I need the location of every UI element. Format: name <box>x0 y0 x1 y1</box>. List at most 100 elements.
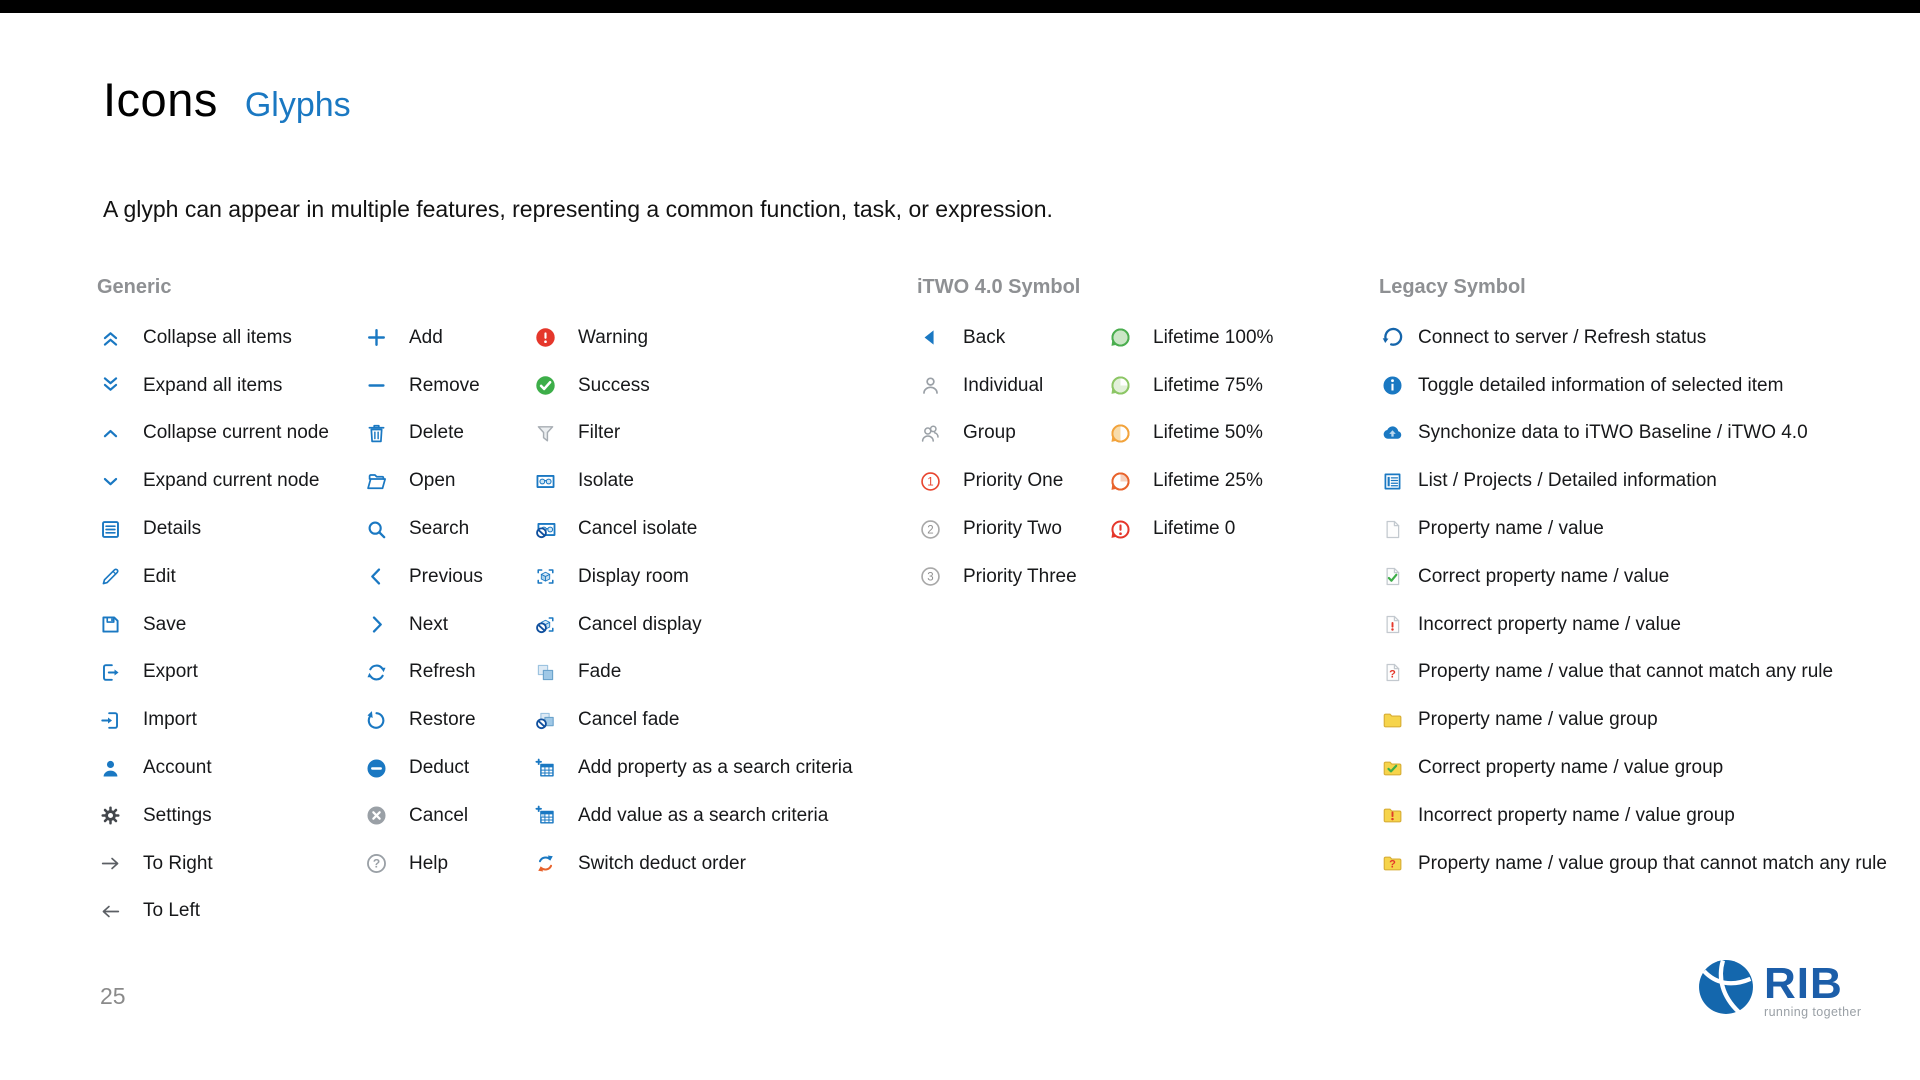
icon-legend-row: Property name / value <box>1379 505 1887 553</box>
logo-text: RIB <box>1764 959 1843 1008</box>
section-title-itwo: iTWO 4.0 Symbol <box>917 276 1081 298</box>
icon-legend-row: 3 Priority Three <box>917 553 1077 601</box>
remove-icon <box>363 374 389 398</box>
icon-label: Property name / value group that cannot … <box>1418 852 1887 874</box>
icon-legend-row: Export <box>97 649 329 697</box>
deduct-icon <box>363 756 389 780</box>
account-icon <box>97 756 123 780</box>
icon-label: Import <box>143 709 197 731</box>
logo-tagline: running together <box>1764 1005 1862 1020</box>
icon-column-generic-1: Add Remove Delete Open Search Previous Next Ref… <box>363 314 483 888</box>
sync-cloud-icon <box>1379 421 1405 445</box>
icon-label: Priority Two <box>963 518 1062 540</box>
icon-legend-row: Cancel display <box>532 601 853 649</box>
icon-label: Restore <box>409 709 476 731</box>
icon-column-itwo-0: Back Individual Group 1 Priority One 2 Priorit… <box>917 314 1077 601</box>
icon-legend-row: Switch deduct order <box>532 840 853 888</box>
isolate-icon <box>532 469 558 493</box>
icon-legend-row: ? Property name / value group that cannot… <box>1379 840 1887 888</box>
icon-label: List / Projects / Detailed information <box>1418 470 1717 492</box>
icon-label: Isolate <box>578 470 634 492</box>
folder-error-icon <box>1379 804 1405 828</box>
page-number: 25 <box>100 983 126 1009</box>
save-icon <box>97 613 123 637</box>
icon-legend-row: Settings <box>97 792 329 840</box>
icon-label: Details <box>143 518 202 540</box>
icon-legend-row: Save <box>97 601 329 649</box>
icon-legend-row: Next <box>363 601 483 649</box>
icon-legend-row: Lifetime 75% <box>1107 362 1273 410</box>
top-bar <box>0 0 1920 13</box>
back-icon <box>917 326 943 350</box>
icon-legend-row: Back <box>917 314 1077 362</box>
description: A glyph can appear in multiple features,… <box>103 196 1053 222</box>
icon-label: Fade <box>578 661 622 683</box>
icon-legend-row: To Right <box>97 840 329 888</box>
icon-label: Help <box>409 852 449 874</box>
icon-legend-row: Import <box>97 696 329 744</box>
switch-deduct-icon <box>532 852 558 876</box>
icon-legend-row: Previous <box>363 553 483 601</box>
icon-legend-row: Correct property name / value group <box>1379 744 1887 792</box>
icon-label: Lifetime 25% <box>1153 470 1263 492</box>
icon-column-legacy-0: Connect to server / Refresh status Toggle… <box>1379 314 1887 888</box>
help-icon: ? <box>363 852 389 876</box>
collapse-node-icon <box>97 421 123 445</box>
expand-node-icon <box>97 469 123 493</box>
icon-legend-row: Add property as a search criteria <box>532 744 853 792</box>
icon-legend-row: Incorrect property name / value <box>1379 601 1887 649</box>
priority-3-icon: 3 <box>917 565 943 589</box>
icon-label: Export <box>143 661 198 683</box>
icon-label: Toggle detailed information of selected … <box>1418 374 1784 396</box>
add-icon <box>363 326 389 350</box>
connect-icon <box>1379 326 1405 350</box>
icon-label: Collapse current node <box>143 422 329 444</box>
export-icon <box>97 660 123 684</box>
icon-column-itwo-1: Lifetime 100% Lifetime 75% Lifetime 50% Lif… <box>1107 314 1273 553</box>
icon-label: Connect to server / Refresh status <box>1418 326 1707 348</box>
info-icon <box>1379 374 1405 398</box>
icon-legend-row: Delete <box>363 410 483 458</box>
expand-all-icon <box>97 374 123 398</box>
svg-text:1: 1 <box>927 476 933 488</box>
priority-1-icon: 1 <box>917 469 943 493</box>
add-property-icon <box>532 756 558 780</box>
icon-legend-row: Refresh <box>363 649 483 697</box>
to-right-icon <box>97 852 123 876</box>
icon-label: Expand current node <box>143 470 320 492</box>
warning-icon <box>532 326 558 350</box>
icon-label: Remove <box>409 374 480 396</box>
cancel-fade-icon <box>532 708 558 732</box>
icon-legend-row: To Left <box>97 888 329 936</box>
icon-label: Account <box>143 757 212 779</box>
icon-legend-row: Property name / value group <box>1379 696 1887 744</box>
icon-label: Warning <box>578 326 649 348</box>
icon-legend-row: Individual <box>917 362 1077 410</box>
icon-label: Incorrect property name / value group <box>1418 804 1735 826</box>
icon-label: Deduct <box>409 757 470 779</box>
icon-legend-row: Collapse current node <box>97 410 329 458</box>
icon-label: Individual <box>963 374 1044 396</box>
svg-text:?: ? <box>1389 859 1396 871</box>
icon-label: Filter <box>578 422 621 444</box>
list-detail-icon <box>1379 469 1405 493</box>
add-value-icon <box>532 804 558 828</box>
folder-question-icon: ? <box>1379 852 1405 876</box>
icon-label: Synchonize data to iTWO Baseline / iTWO … <box>1418 422 1808 444</box>
icon-legend-row: Remove <box>363 362 483 410</box>
icon-legend-row: Deduct <box>363 744 483 792</box>
icon-legend-row: Warning <box>532 314 853 362</box>
doc-error-icon <box>1379 613 1405 637</box>
doc-plain-icon <box>1379 517 1405 541</box>
restore-icon <box>363 708 389 732</box>
fade-icon <box>532 660 558 684</box>
to-left-icon <box>97 899 123 923</box>
search-icon <box>363 517 389 541</box>
import-icon <box>97 708 123 732</box>
folder-check-icon <box>1379 756 1405 780</box>
icon-legend-row: Lifetime 50% <box>1107 410 1273 458</box>
icon-legend-row: Details <box>97 505 329 553</box>
icon-label: Priority Three <box>963 565 1077 587</box>
svg-text:2: 2 <box>927 524 933 536</box>
icon-legend-row: Lifetime 100% <box>1107 314 1273 362</box>
